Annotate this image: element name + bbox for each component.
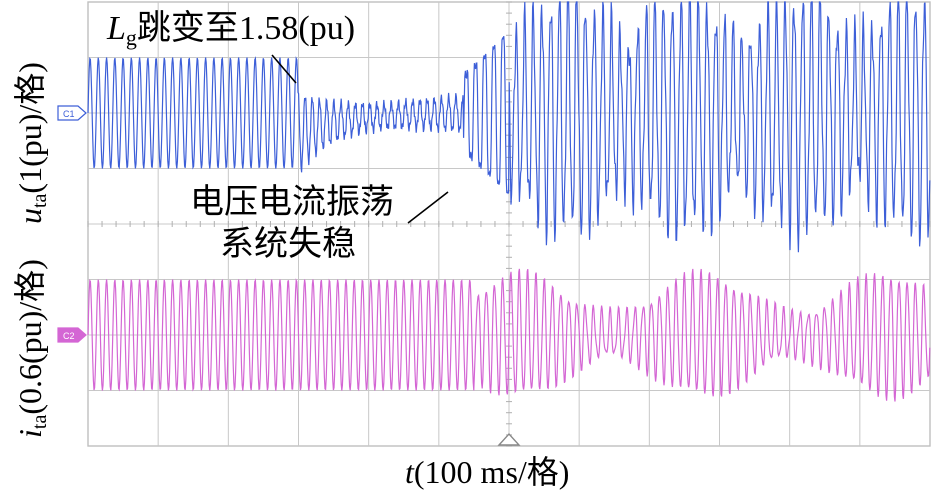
series-line-voltage <box>87 1 931 253</box>
y-axis-label-voltage: uta(1(pu)/格) <box>12 62 51 224</box>
channel-marker-c2-label: C2 <box>63 331 75 341</box>
y-axis-label-current: ita(0.6(pu)/格) <box>12 259 51 438</box>
channel-marker-c2: C2 <box>57 327 87 343</box>
x-axis-label: t(100 ms/格) <box>405 454 570 490</box>
annotation-leaders <box>271 54 449 224</box>
channel-marker-c2-shape <box>57 327 87 343</box>
annotation-oscillation: 电压电流振荡 <box>190 184 394 221</box>
channel-markers: C1 C2 <box>57 105 87 343</box>
channel-marker-c1-label: C1 <box>63 109 75 119</box>
series-line-current <box>87 268 931 402</box>
chart-traces <box>87 1 931 402</box>
annotation-unstable: 系统失稳 <box>220 226 356 263</box>
leader-line-lg-step <box>271 54 297 84</box>
channel-marker-c1: C1 <box>57 105 87 121</box>
leader-line-oscillation <box>407 191 449 224</box>
channel-marker-c1-shape <box>57 105 87 121</box>
trigger-marker <box>497 432 521 446</box>
annotation-lg-step: Lg跳变至1.58(pu) <box>107 10 356 50</box>
